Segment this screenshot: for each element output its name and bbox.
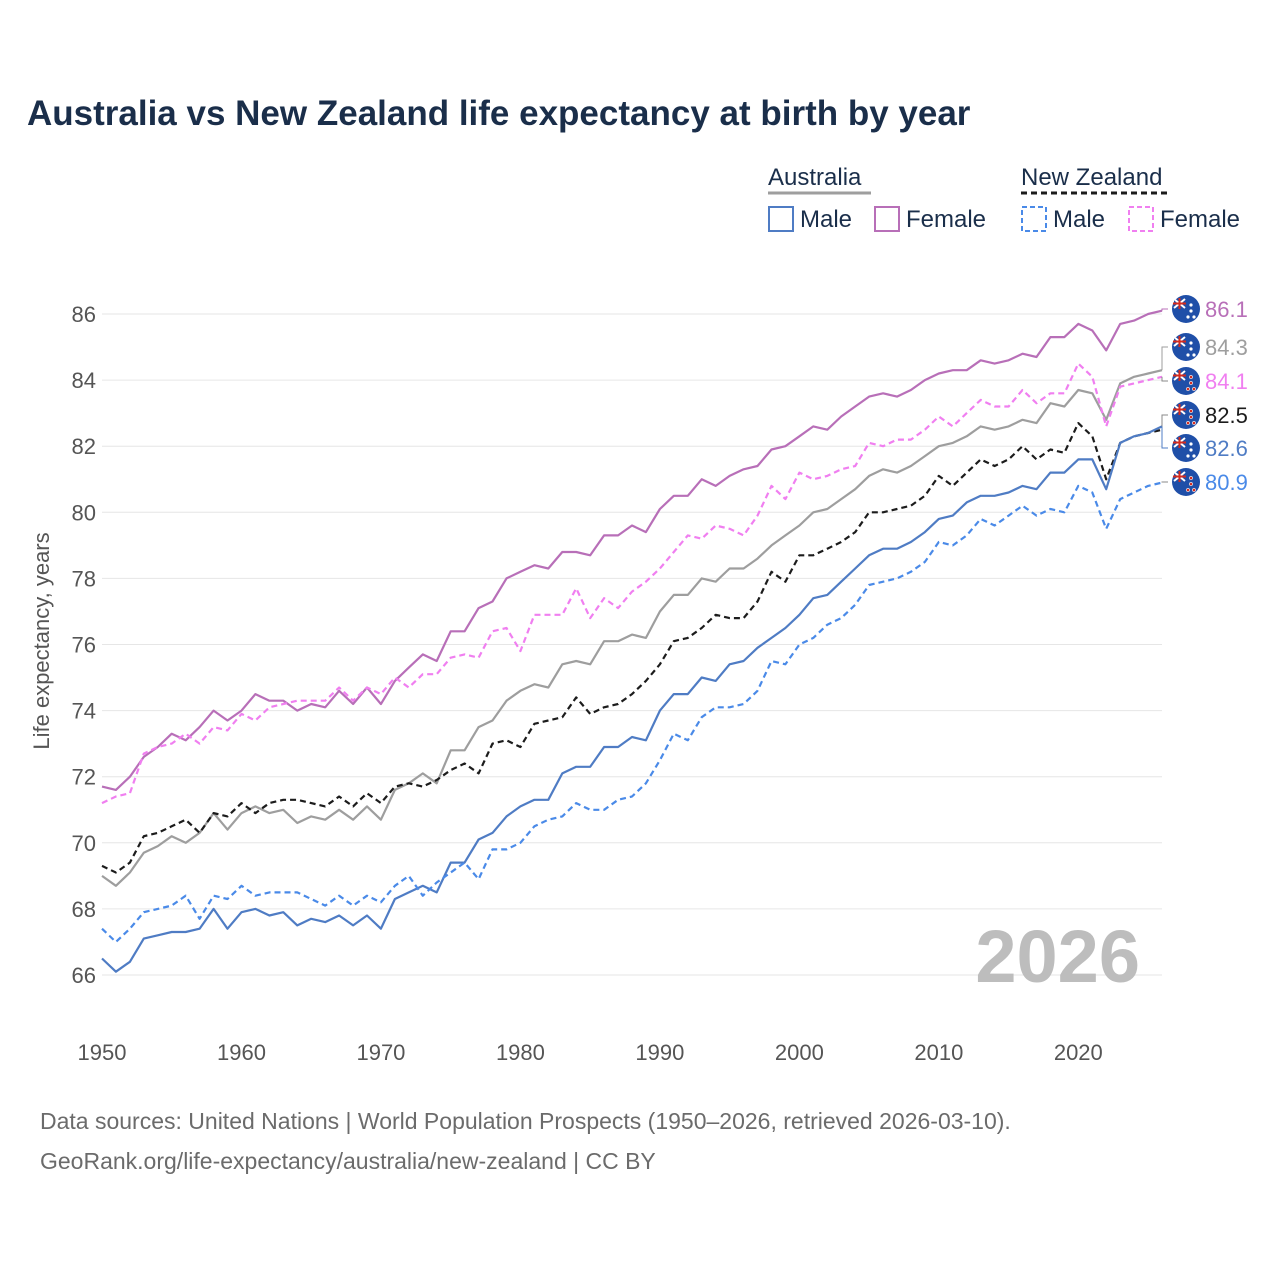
- flag-star: [1189, 409, 1193, 413]
- australia-flag-icon: [1172, 434, 1200, 462]
- series-line-new-zealand-total: [101, 422, 1163, 874]
- y-tick-label: 80: [72, 500, 96, 525]
- end-connector: [1161, 346, 1168, 371]
- flag-star: [1192, 387, 1196, 391]
- y-tick-label: 76: [72, 633, 96, 658]
- x-tick-label: 2000: [775, 1040, 824, 1065]
- y-tick-label: 84: [72, 368, 96, 393]
- end-connector: [1161, 308, 1168, 311]
- y-axis-label: Life expectancy, years: [29, 532, 54, 749]
- end-value-label: 86.1: [1205, 297, 1248, 322]
- flag-star: [1189, 309, 1193, 313]
- new-zealand-flag-icon: [1172, 367, 1200, 395]
- x-tick-label: 1990: [635, 1040, 684, 1065]
- end-value-label: 82.5: [1205, 403, 1248, 428]
- series-line-australia-male: [101, 425, 1163, 973]
- chart-title: Australia vs New Zealand life expectancy…: [27, 94, 971, 133]
- legend-au-male-label: Male: [800, 206, 852, 233]
- end-connector: [1161, 376, 1168, 382]
- x-tick-label: 1980: [496, 1040, 545, 1065]
- flag-star: [1189, 381, 1193, 385]
- flag-star: [1189, 341, 1193, 345]
- x-tick-label: 2020: [1054, 1040, 1103, 1065]
- flag-star: [1189, 476, 1193, 480]
- legend-australia-title: Australia: [768, 164, 862, 191]
- y-tick-label: 66: [72, 963, 96, 988]
- legend-au-female-label: Female: [906, 206, 986, 233]
- legend-nz-female-label: Female: [1160, 206, 1240, 233]
- flag-star: [1186, 454, 1190, 458]
- legend: Australia New Zealand Male Female Male F…: [768, 164, 1240, 233]
- series-line-australia-total: [101, 369, 1163, 887]
- legend-nz-male-swatch: [1021, 206, 1047, 232]
- series-line-australia-female: [101, 309, 1163, 792]
- flag-star: [1189, 347, 1193, 351]
- australia-flag-icon: [1172, 295, 1200, 323]
- source-line-2: GeoRank.org/life-expectancy/australia/ne…: [40, 1148, 656, 1174]
- flag-star: [1192, 454, 1196, 458]
- flag-star: [1189, 303, 1193, 307]
- series-line-new-zealand-male: [101, 481, 1163, 944]
- y-axis-ticks: 66 68 70 72 74 76 78 80 82 84 86: [72, 302, 96, 988]
- y-tick-label: 70: [72, 831, 96, 856]
- legend-au-male-swatch: [768, 206, 794, 232]
- legend-au-female-swatch: [874, 206, 900, 232]
- end-markers: 86.1 84.3 84.1 82.5 82.6 80.9: [1161, 295, 1248, 496]
- end-value-label: 84.1: [1205, 369, 1248, 394]
- flag-star: [1189, 415, 1193, 419]
- flag-star: [1192, 315, 1196, 319]
- y-tick-label: 82: [72, 434, 96, 459]
- y-tick-label: 74: [72, 699, 96, 724]
- year-watermark: 2026: [975, 915, 1140, 998]
- y-tick-label: 86: [72, 302, 96, 327]
- x-tick-label: 1950: [78, 1040, 127, 1065]
- flag-star: [1186, 353, 1190, 357]
- end-connector: [1161, 481, 1168, 483]
- x-tick-label: 1960: [217, 1040, 266, 1065]
- flag-star: [1192, 421, 1196, 425]
- flag-star: [1192, 488, 1196, 492]
- end-connector: [1161, 426, 1168, 449]
- x-tick-label: 2010: [914, 1040, 963, 1065]
- end-connector: [1161, 414, 1168, 430]
- source-line-1: Data sources: United Nations | World Pop…: [40, 1108, 1011, 1134]
- end-value-label: 82.6: [1205, 436, 1248, 461]
- flag-star: [1189, 482, 1193, 486]
- flag-star: [1186, 421, 1190, 425]
- flag-star: [1186, 488, 1190, 492]
- y-tick-label: 68: [72, 897, 96, 922]
- legend-nz-male-label: Male: [1053, 206, 1105, 233]
- flag-star: [1192, 353, 1196, 357]
- new-zealand-flag-icon: [1172, 401, 1200, 429]
- flag-star: [1186, 315, 1190, 319]
- flag-star: [1189, 375, 1193, 379]
- grid-lines: [102, 313, 1162, 976]
- series-line-new-zealand-female: [101, 362, 1163, 805]
- end-value-label: 80.9: [1205, 470, 1248, 495]
- australia-flag-icon: [1172, 333, 1200, 361]
- flag-star: [1189, 442, 1193, 446]
- new-zealand-flag-icon: [1172, 468, 1200, 496]
- y-tick-label: 72: [72, 765, 96, 790]
- flag-star: [1189, 448, 1193, 452]
- legend-new-zealand-title: New Zealand: [1021, 164, 1162, 191]
- x-tick-label: 1970: [356, 1040, 405, 1065]
- y-tick-label: 78: [72, 566, 96, 591]
- x-axis-ticks: 1950 1960 1970 1980 1990 2000 2010 2020: [78, 1040, 1103, 1065]
- end-value-label: 84.3: [1205, 335, 1248, 360]
- flag-star: [1186, 387, 1190, 391]
- legend-nz-female-swatch: [1128, 206, 1154, 232]
- series-lines: [101, 309, 1163, 973]
